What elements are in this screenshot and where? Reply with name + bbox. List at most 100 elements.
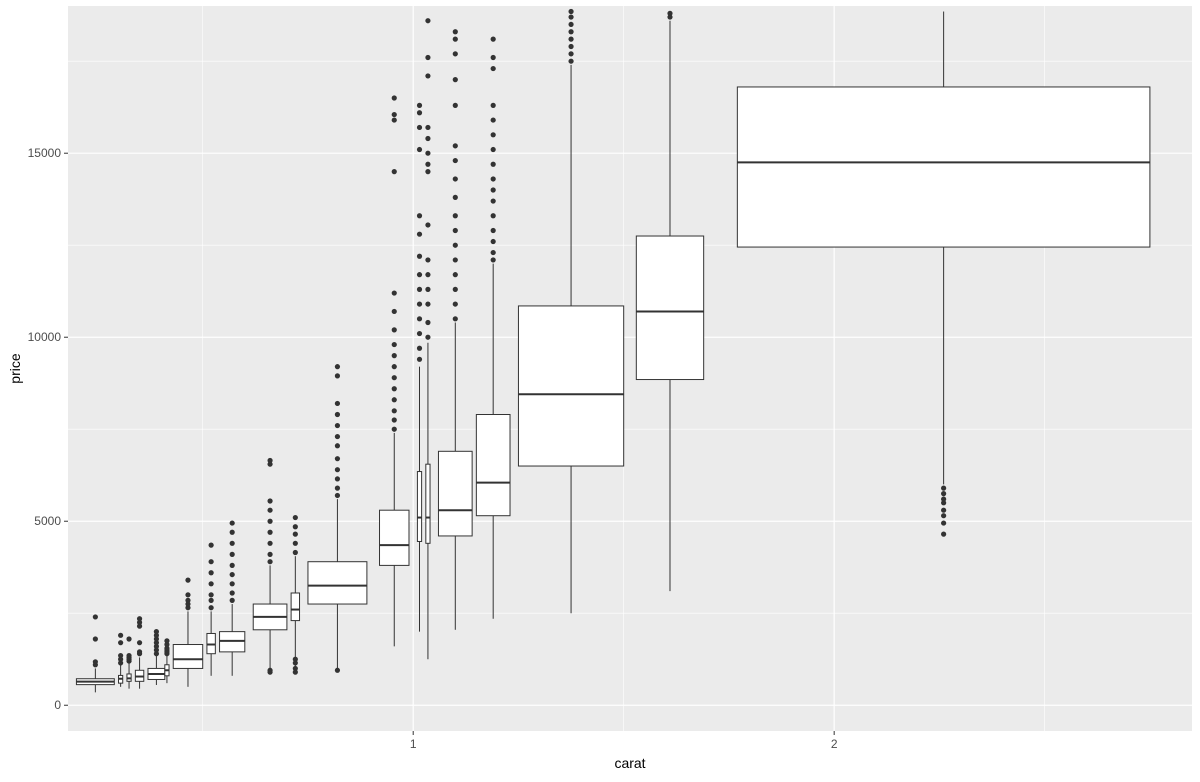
box-iqr	[425, 463, 431, 544]
box-11	[307, 364, 368, 673]
outlier-point	[490, 213, 496, 219]
outlier-point	[452, 77, 458, 83]
outlier-point	[292, 524, 298, 530]
outlier-point	[568, 43, 574, 50]
outlier-point	[667, 10, 673, 16]
outlier-point	[490, 249, 496, 256]
outlier-point	[391, 417, 397, 423]
outlier-point	[92, 614, 98, 620]
outlier-point	[568, 58, 574, 64]
outlier-point	[941, 485, 947, 491]
outlier-point	[425, 161, 431, 167]
outlier-point	[490, 117, 496, 123]
outlier-point	[416, 330, 423, 337]
outlier-point	[267, 498, 273, 504]
x-tick-label: 1	[410, 737, 417, 751]
outlier-point	[267, 559, 273, 565]
box-iqr	[416, 471, 423, 542]
outlier-point	[118, 652, 124, 659]
outlier-point	[425, 54, 431, 61]
outlier-point	[941, 507, 947, 513]
outlier-point	[425, 18, 431, 24]
outlier-point	[267, 461, 273, 467]
outlier-point	[452, 316, 458, 322]
outlier-point	[391, 117, 397, 123]
outlier-point	[229, 529, 235, 535]
outlier-point	[425, 257, 431, 263]
outlier-point	[92, 636, 98, 642]
outlier-point	[118, 660, 124, 666]
outlier-point	[334, 443, 341, 449]
outlier-point	[126, 636, 132, 642]
outlier-point	[185, 577, 191, 583]
outlier-point	[490, 257, 496, 263]
outlier-point	[391, 308, 397, 315]
outlier-point	[425, 124, 431, 131]
outlier-point	[416, 253, 423, 259]
outlier-point	[185, 597, 191, 603]
outlier-point	[208, 559, 214, 565]
outlier-point	[941, 520, 947, 526]
outlier-point	[425, 319, 431, 326]
outlier-point	[568, 8, 574, 15]
outlier-point	[229, 562, 235, 568]
outlier-point	[490, 146, 496, 153]
boxes-layer	[75, 8, 1151, 693]
outlier-point	[391, 375, 397, 381]
outlier-point	[391, 364, 397, 370]
box-iqr	[635, 235, 705, 381]
outlier-point	[292, 669, 298, 675]
y-axis: 0 5000 10000 15000	[28, 146, 68, 712]
outlier-point	[292, 514, 298, 521]
outlier-point	[391, 95, 397, 101]
outlier-point	[229, 540, 235, 546]
outlier-point	[126, 652, 132, 659]
outlier-point	[267, 667, 273, 673]
outlier-point	[568, 21, 574, 28]
outlier-point	[136, 616, 143, 622]
box-iqr	[437, 450, 473, 537]
outlier-point	[334, 364, 341, 370]
outlier-point	[164, 645, 170, 651]
box-iqr	[475, 414, 511, 517]
outlier-point	[452, 272, 458, 278]
outlier-point	[941, 513, 947, 519]
outlier-point	[334, 667, 341, 673]
box-13	[416, 102, 423, 632]
box-16	[475, 36, 511, 619]
outlier-point	[490, 65, 496, 72]
box-2	[126, 636, 132, 689]
outlier-point	[164, 638, 170, 644]
outlier-point	[334, 492, 341, 499]
outlier-point	[334, 411, 341, 418]
outlier-point	[334, 456, 341, 462]
outlier-point	[568, 51, 574, 57]
outlier-point	[208, 570, 214, 576]
outlier-point	[425, 135, 431, 142]
outlier-point	[267, 457, 273, 464]
box-6	[172, 577, 204, 687]
outlier-point	[452, 194, 458, 200]
outlier-point	[452, 36, 458, 42]
outlier-point	[292, 665, 298, 672]
outlier-point	[334, 476, 341, 482]
outlier-point	[136, 623, 143, 629]
outlier-point	[425, 272, 431, 278]
outlier-point	[208, 605, 214, 611]
outlier-point	[118, 656, 124, 662]
outlier-point	[425, 334, 431, 340]
outlier-point	[267, 518, 273, 524]
outlier-point	[185, 592, 191, 598]
outlier-point	[267, 529, 273, 535]
outlier-point	[136, 619, 143, 626]
outlier-point	[568, 36, 574, 42]
outlier-point	[416, 286, 423, 292]
box-15	[437, 29, 473, 630]
outlier-point	[490, 187, 496, 193]
outlier-point	[425, 169, 431, 175]
outlier-point	[153, 651, 160, 657]
outlier-point	[229, 551, 235, 557]
outlier-point	[490, 54, 496, 61]
